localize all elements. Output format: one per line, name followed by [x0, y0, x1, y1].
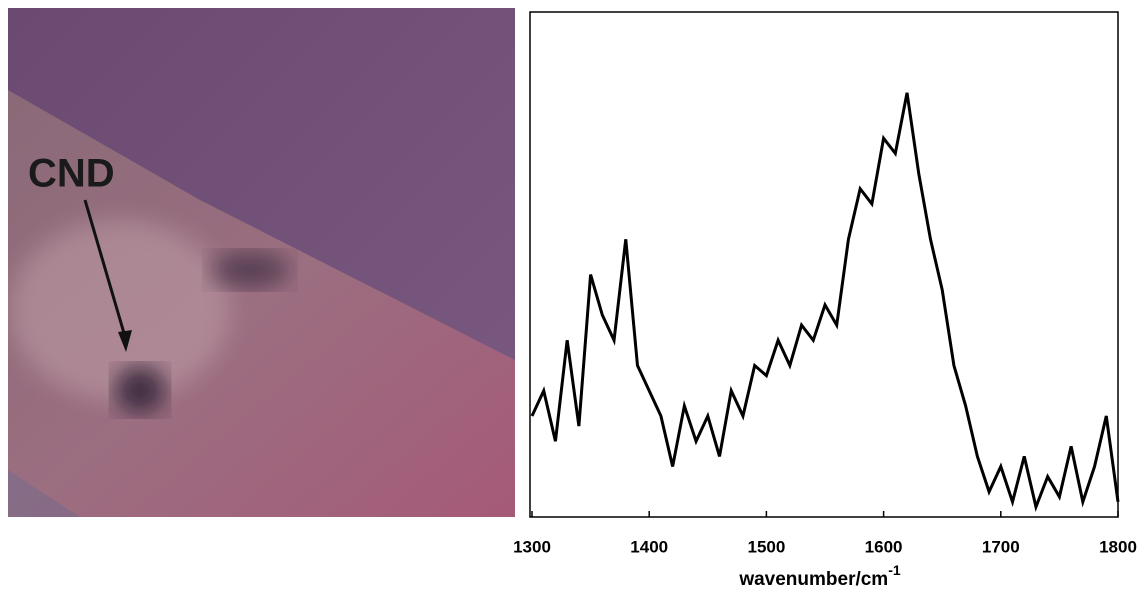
arrow-head [118, 330, 132, 352]
spectrum-line [530, 92, 1120, 512]
x-tick-label: 1700 [982, 537, 1020, 556]
x-tick-label: 1300 [513, 537, 551, 556]
x-tick-label: 1400 [630, 537, 668, 556]
annotation-label: CND [28, 152, 115, 196]
x-tick-label: 1600 [865, 537, 903, 556]
x-axis-label-text: wavenumber/cm [738, 569, 888, 590]
x-axis-label: wavenumber/cm-1 [738, 562, 901, 590]
annotation-arrow [83, 199, 128, 341]
x-tick-label: 1500 [747, 537, 785, 556]
x-axis-label-superscript: -1 [888, 562, 901, 578]
micrograph [8, 8, 515, 517]
plot-frame [529, 11, 1119, 518]
x-tick-label: 1800 [1099, 537, 1137, 556]
